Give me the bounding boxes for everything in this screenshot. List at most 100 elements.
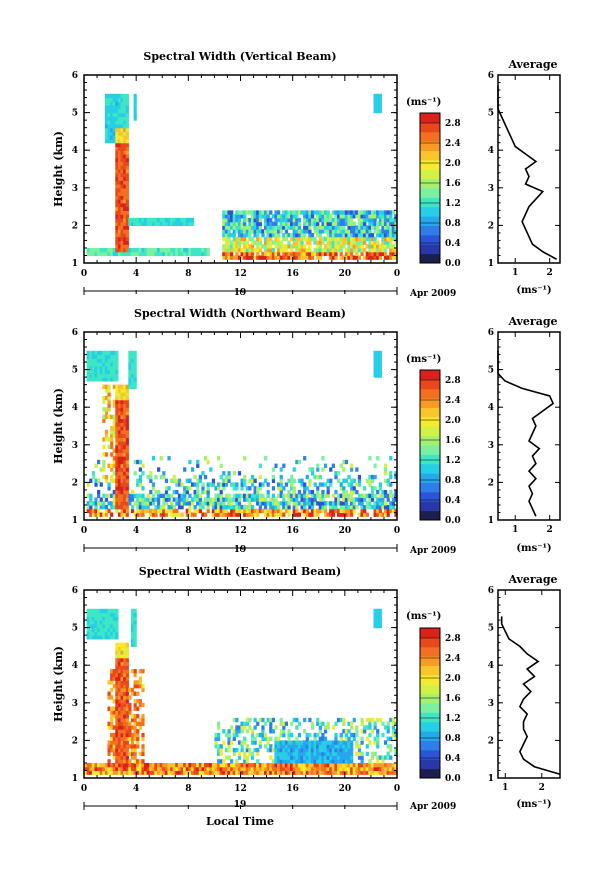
heatmap-cell <box>378 255 382 260</box>
heatmap-cell <box>310 744 315 749</box>
heatmap-cell <box>378 482 382 487</box>
heatmap-cell <box>143 762 148 768</box>
heatmap-cell <box>347 210 351 215</box>
heatmap-cell <box>123 97 127 102</box>
heatmap-cell <box>258 766 262 772</box>
heatmap-cell <box>110 105 114 110</box>
heatmap-cell <box>310 501 315 506</box>
heatmap-cell <box>97 247 101 253</box>
heatmap-cell <box>363 225 367 230</box>
heatmap-cell <box>329 255 333 260</box>
colorbar-tick-label: 0.4 <box>445 239 461 249</box>
y-tick-label: 6 <box>72 328 78 338</box>
heatmap-cell <box>203 251 208 257</box>
heatmap-cell <box>86 762 90 768</box>
heatmap-cell <box>287 759 291 764</box>
heatmap-cell <box>97 501 101 506</box>
heatmap-cell <box>112 620 116 625</box>
heatmap-cell <box>240 240 244 245</box>
heatmap-cell <box>339 755 343 760</box>
heatmap-cell <box>117 433 122 438</box>
heatmap-cell <box>107 744 111 749</box>
heatmap-cell <box>102 418 106 423</box>
heatmap-cell <box>350 236 354 242</box>
heatmap-cell <box>128 729 132 734</box>
heatmap-cell <box>347 229 351 234</box>
heatmap-cell <box>308 478 312 483</box>
heatmap-cell <box>266 501 270 506</box>
heatmap-cell <box>290 482 294 487</box>
heatmap-cell <box>394 221 397 226</box>
heatmap-cell <box>334 244 338 249</box>
heatmap-cell <box>352 766 356 772</box>
heatmap-cell <box>130 373 135 378</box>
heatmap-cell <box>86 770 90 775</box>
heatmap-cell <box>112 747 116 753</box>
heatmap-cell <box>136 247 140 253</box>
heatmap-cell <box>232 766 236 772</box>
heatmap-cell <box>104 616 109 621</box>
heatmap-cell <box>206 486 210 491</box>
heatmap-cell <box>243 251 247 257</box>
heatmap-cell <box>373 251 377 257</box>
heatmap-cell <box>339 236 343 242</box>
heatmap-cell <box>123 105 127 110</box>
heatmap-cell <box>235 217 239 223</box>
day-label: 19 <box>234 288 247 298</box>
panel-northward-beam: Spectral Width (Northward Beam) 0 4 8 12 16 2… <box>52 307 561 556</box>
heatmap-cell <box>389 251 393 257</box>
heatmap-cell <box>318 210 322 215</box>
heatmap-cell <box>125 120 129 125</box>
heatmap-cell <box>190 497 195 502</box>
heatmap-cell <box>115 195 119 200</box>
heatmap-cell <box>219 504 223 510</box>
heatmap-cell <box>370 210 375 215</box>
heatmap-cell <box>295 493 299 499</box>
heatmap-cell <box>295 736 299 741</box>
heatmap-cell <box>344 214 349 219</box>
heatmap-cell <box>263 762 268 768</box>
heatmap-cell <box>381 225 385 230</box>
heatmap-cell <box>222 221 226 226</box>
heatmap-cell <box>110 706 114 711</box>
heatmap-cell <box>117 452 122 457</box>
heatmap-cell <box>344 229 349 234</box>
heatmap-cell <box>378 350 382 356</box>
heatmap-cell <box>110 627 114 632</box>
heatmap-cell <box>248 717 252 723</box>
heatmap-cell <box>107 112 111 117</box>
heatmap-cell <box>391 501 395 506</box>
heatmap-cell <box>117 684 122 689</box>
heatmap-cell <box>146 766 150 772</box>
heatmap-cell <box>378 493 382 499</box>
heatmap-cell <box>99 608 103 614</box>
heatmap-cell <box>198 474 202 480</box>
heatmap-cell <box>253 240 257 245</box>
heatmap-cell <box>297 240 302 245</box>
heatmap-cell <box>211 512 216 517</box>
heatmap-cell <box>170 508 174 514</box>
heatmap-cell <box>117 504 122 510</box>
heatmap-cell <box>125 459 129 465</box>
heatmap-cell <box>125 706 129 711</box>
heatmap-cell <box>394 229 397 234</box>
heatmap-cell <box>295 508 299 514</box>
heatmap-cell <box>107 751 111 757</box>
profile-y-tick-label: 4 <box>488 146 494 156</box>
heatmap-cell <box>290 225 294 230</box>
heatmap-cell <box>125 501 129 506</box>
heatmap-cell <box>344 744 349 749</box>
heatmap-cell <box>128 350 132 356</box>
heatmap-cell <box>258 762 262 768</box>
heatmap-cell <box>183 501 187 506</box>
heatmap-cell <box>102 620 106 625</box>
heatmap-cell <box>373 504 377 510</box>
heatmap-cell <box>256 229 260 234</box>
heatmap-cell <box>162 766 166 772</box>
heatmap-cell <box>185 478 189 483</box>
heatmap-cell <box>115 699 119 704</box>
heatmap-cell <box>125 191 129 196</box>
heatmap-cell <box>117 217 122 223</box>
heatmap-cell <box>120 93 124 99</box>
heatmap-cell <box>323 725 328 730</box>
